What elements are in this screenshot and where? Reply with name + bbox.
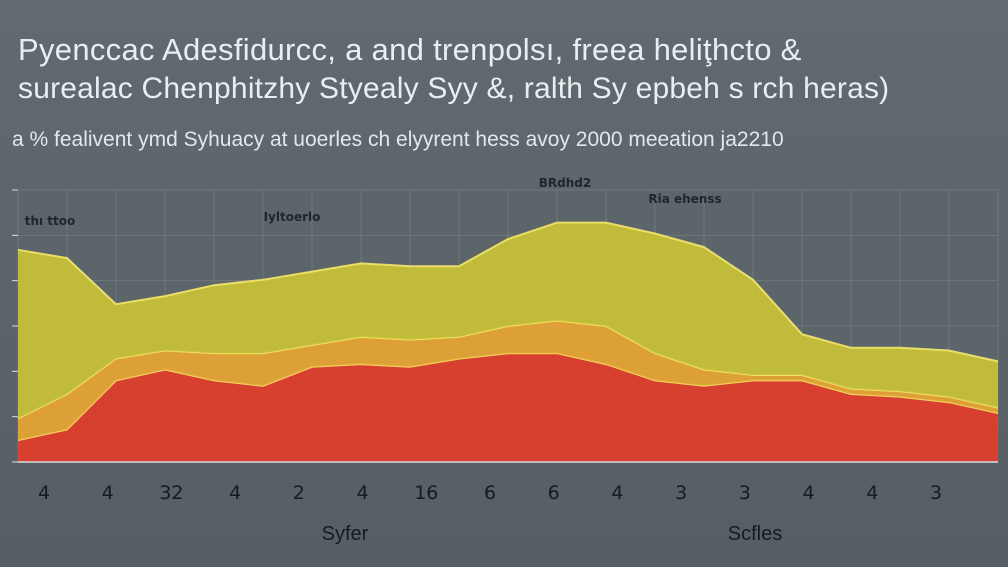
x-tick-label: 3 [930, 482, 942, 504]
chart-annotation: BRdhd2 [539, 176, 591, 190]
chart-annotation: thı ttoo [25, 214, 76, 228]
x-tick-label: 2 [293, 482, 305, 504]
x-tick-label: 32 [159, 482, 183, 504]
x-tick-label: 4 [229, 482, 241, 504]
x-tick-label: 4 [38, 482, 50, 504]
chart-title-line-2: surealac Chenphitzhy Styealy Syy &, ralt… [18, 72, 890, 105]
chart-annotation: Iyltoerlo [264, 210, 321, 224]
x-tick-label: 4 [866, 482, 878, 504]
series-area-3 [18, 222, 998, 419]
secondary-axis-label: Scfles [728, 523, 782, 545]
x-tick-label: 6 [548, 482, 560, 504]
x-tick-label: 6 [484, 482, 496, 504]
chart-annotation: Ria ehenss [648, 192, 721, 206]
series-area-2 [18, 320, 998, 441]
x-tick-label: 4 [803, 482, 815, 504]
x-tick-label: 4 [357, 482, 369, 504]
series-line-3 [17, 221, 999, 363]
x-tick-label: 3 [675, 482, 687, 504]
chart-title-line-1: Pyenccac Adesfidurcc, a and trenpolsı, f… [18, 32, 802, 67]
chart-subtitle: a % fealivent ymd Syhuacy at uoerles ch … [12, 128, 784, 151]
x-tick-label: 4 [611, 482, 623, 504]
x-tick-label: 3 [739, 482, 751, 504]
x-tick-label: 4 [102, 482, 114, 504]
x-tick-label: 16 [414, 482, 438, 504]
x-axis-label: Syfer [322, 523, 369, 545]
